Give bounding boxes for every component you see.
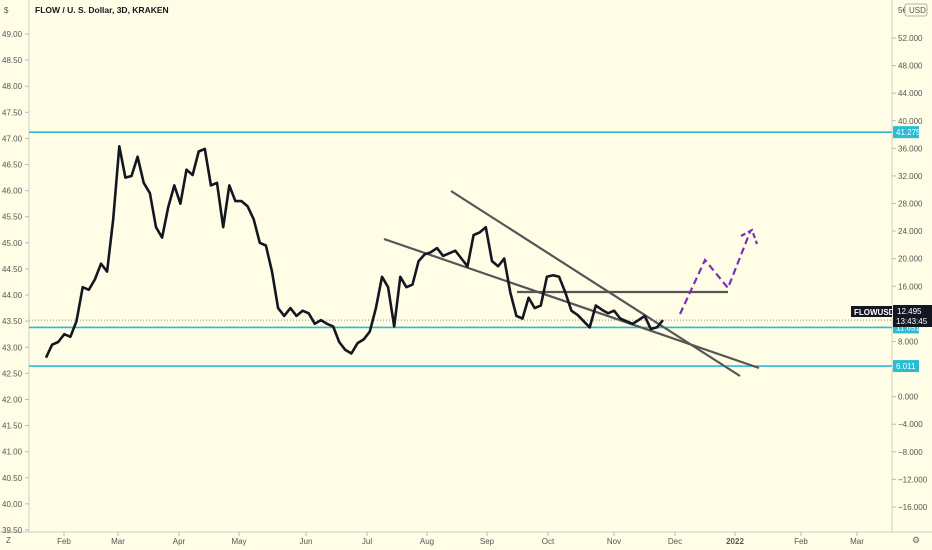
upper-trend-line[interactable] — [450, 190, 741, 377]
time-axis-tick-label: Mar — [850, 537, 864, 546]
left-axis-tick-label: 47.50 — [2, 108, 23, 117]
right-axis-tick-label: 44.000 — [898, 89, 923, 98]
horizontal-level-label: 11.651 — [896, 323, 920, 332]
right-axis-tick-label: 36.000 — [898, 144, 923, 153]
price-series-line[interactable] — [44, 145, 664, 359]
left-axis-tick-label: 41.50 — [2, 422, 23, 431]
horizontal-level-tag — [893, 126, 919, 139]
left-axis-tick-label: 47.00 — [2, 134, 23, 143]
left-axis-tick-label: 43.00 — [2, 343, 23, 352]
bar-countdown: 13:43:45 — [896, 317, 928, 326]
zoom-icon[interactable]: Z — [6, 536, 11, 545]
left-axis-tick-label: 46.50 — [2, 161, 23, 170]
left-axis-tick-label: 43.50 — [2, 317, 23, 326]
time-axis-tick-label: Aug — [420, 537, 434, 546]
time-axis-tick-label: Feb — [57, 537, 71, 546]
last-price-value: 12.495 — [897, 307, 922, 316]
drawings[interactable] — [383, 190, 760, 377]
left-axis-tick-label: 42.50 — [2, 369, 23, 378]
right-axis-tick-label: −8.000 — [898, 448, 923, 457]
lower-trend-line[interactable] — [383, 237, 760, 370]
time-axis-tick-label: Feb — [794, 537, 808, 546]
right-axis-tick-label: 0.000 — [898, 393, 919, 402]
time-axis[interactable]: Feb Mar Apr May Jun Jul Aug Sep Oct Nov Dec 2022 Feb… — [57, 532, 864, 546]
left-axis-top-icon[interactable]: $ — [4, 6, 9, 15]
left-axis-tick-label: 45.50 — [2, 213, 23, 222]
left-axis-tick-label: 45.00 — [2, 239, 23, 248]
left-axis-tick-label: 48.50 — [2, 56, 23, 65]
left-axis-tick-label: 46.00 — [2, 187, 23, 196]
horizontal-level-tag — [893, 360, 919, 373]
currency-label: USD — [909, 6, 926, 15]
right-axis-tick-label: −4.000 — [898, 420, 923, 429]
left-axis-tick-label: 42.00 — [2, 395, 23, 404]
time-axis-tick-label: Nov — [607, 537, 621, 546]
right-axis-tick-label: −16.000 — [898, 503, 928, 512]
symbol-label: FLOWUSD — [854, 308, 895, 317]
right-axis-tick-label: 48.000 — [898, 62, 923, 71]
projection-path[interactable] — [679, 231, 752, 315]
left-axis-tick-label: 40.00 — [2, 500, 23, 509]
right-axis-tick-label: 20.000 — [898, 255, 923, 264]
right-axis-tick-label: −12.000 — [898, 475, 928, 484]
left-axis: 49.00 48.50 48.00 47.50 47.00 46.50 46.00 45.50… — [2, 30, 29, 535]
time-axis-tick-label: Apr — [173, 537, 186, 546]
time-axis-tick-label: Jun — [300, 537, 313, 546]
time-axis-tick-label: Mar — [111, 537, 125, 546]
left-axis-tick-label: 48.00 — [2, 82, 23, 91]
time-axis-tick-label: May — [231, 537, 246, 546]
right-axis-tick-label: 40.000 — [898, 117, 923, 126]
projection-arrow-head — [740, 228, 759, 245]
horizontal-level-label: 6.011 — [896, 362, 916, 371]
left-axis-tick-label: 41.00 — [2, 448, 23, 457]
time-axis-tick-label: Oct — [542, 537, 555, 546]
left-axis-tick-label: 39.50 — [2, 526, 23, 535]
time-axis-tick-label: Sep — [480, 537, 495, 546]
left-axis-tick-label: 44.00 — [2, 291, 23, 300]
left-axis-tick-label: 44.50 — [2, 265, 23, 274]
right-axis-tick-label: 8.000 — [898, 337, 919, 346]
last-price-tag — [893, 305, 932, 327]
currency-badge[interactable] — [904, 3, 928, 17]
right-axis-tick-label: 52.000 — [898, 34, 923, 43]
left-axis-tick-label: 40.50 — [2, 474, 23, 483]
time-axis-tick-label: 2022 — [726, 537, 744, 546]
time-axis-tick-label: Jul — [362, 537, 372, 546]
right-axis-tick-label: 28.000 — [898, 200, 923, 209]
right-axis-tick-label: 32.000 — [898, 172, 923, 181]
right-axis-tick-label: 16.000 — [898, 282, 923, 291]
right-axis-tick-label: 24.000 — [898, 227, 923, 236]
left-axis-tick-label: 49.00 — [2, 30, 23, 39]
symbol-tag — [851, 306, 892, 317]
horizontal-level-label: 41.275 — [896, 128, 921, 137]
time-axis-tick-label: Dec — [668, 537, 682, 546]
chart-title: FLOW / U. S. Dollar, 3D, KRAKEN — [35, 5, 169, 15]
right-axis-top-label: 5€ — [898, 6, 907, 15]
settings-gear-icon[interactable]: ⚙ — [912, 535, 920, 545]
